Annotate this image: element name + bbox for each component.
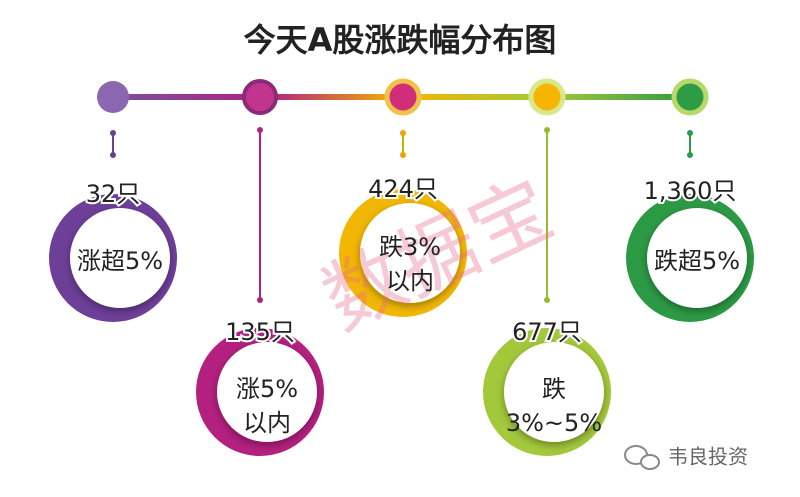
timeline-dots [97, 78, 709, 116]
label: 涨超5% [77, 247, 163, 275]
label: 涨5% [236, 375, 298, 403]
label: 跌超5% [654, 247, 740, 275]
count: 677只 [512, 318, 582, 346]
label: 以内 [386, 267, 434, 295]
title: 今天A股涨跌幅分布图 [244, 21, 557, 59]
label: 跌 [542, 375, 566, 403]
footer: 韦良投资 [668, 445, 748, 469]
count: 424只 [368, 175, 438, 203]
count: 32只 [86, 180, 141, 208]
label: 跌3% [379, 233, 441, 261]
label: 3%~5% [506, 409, 602, 437]
footer-logo [624, 445, 660, 470]
count: 135只 [225, 318, 295, 346]
count: 1,360只 [644, 177, 737, 205]
rings [49, 189, 754, 456]
label: 以内 [243, 409, 291, 437]
connectors [110, 127, 693, 303]
